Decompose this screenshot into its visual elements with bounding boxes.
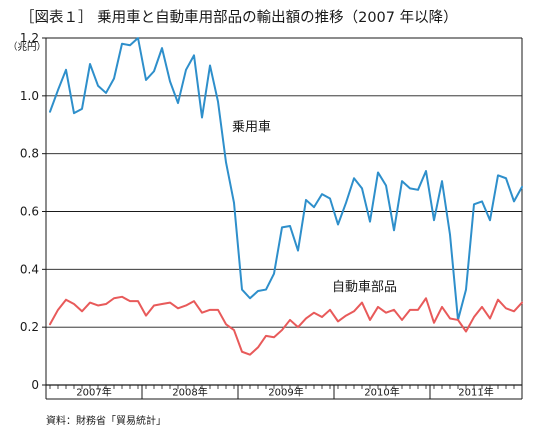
line-auto-parts — [49, 295, 523, 356]
x-axis: 2007年 2008年 2009年 2010年 2011年 — [46, 384, 523, 400]
line-passenger-cars — [49, 37, 523, 321]
y-tick-label: 0 — [31, 378, 39, 392]
series-label-passenger-cars: 乗用車 — [232, 120, 271, 135]
y-tick-label: 0.4 — [20, 262, 39, 276]
x-year-label: 2011年 — [458, 386, 493, 399]
x-year-label: 2010年 — [364, 386, 399, 399]
x-year-label: 2009年 — [268, 386, 303, 399]
x-year-label: 2007年 — [76, 386, 111, 399]
gridlines — [45, 37, 523, 399]
x-year-label: 2008年 — [172, 386, 207, 399]
series-lines — [49, 37, 523, 356]
y-tick-label: 0.8 — [20, 147, 39, 161]
y-axis-ticks: 0 0.2 0.4 0.6 0.8 1.0 1.2 — [20, 31, 46, 392]
y-tick-label: 1.0 — [20, 89, 39, 103]
y-tick-label: 1.2 — [20, 31, 39, 45]
y-tick-label: 0.2 — [20, 320, 39, 334]
y-tick-label: 0.6 — [20, 205, 39, 219]
chart-title: ［図表１］ 乗用車と自動車用部品の輸出額の推移（2007 年以降） — [20, 9, 458, 26]
y-axis-unit: （兆円） — [8, 41, 46, 53]
series-label-auto-parts: 自動車部品 — [332, 280, 397, 295]
source-note: 資料：財務省「貿易統計」 — [46, 414, 166, 427]
